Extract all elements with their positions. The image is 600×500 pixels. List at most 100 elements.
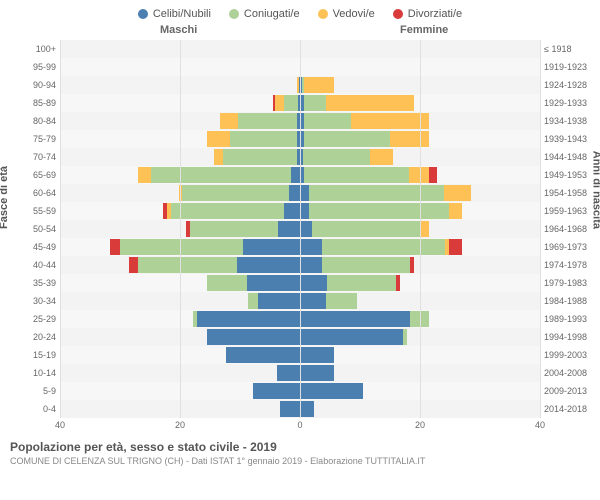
- bar-male: [129, 185, 300, 201]
- bar-male: [151, 275, 300, 291]
- age-label: 55-59: [18, 206, 56, 216]
- bar-segment: [237, 257, 300, 273]
- grid-line: [540, 40, 541, 418]
- bar-segment: [300, 383, 363, 399]
- chart-title: Popolazione per età, sesso e stato civil…: [10, 440, 590, 454]
- birth-label: 1944-1948: [544, 152, 596, 162]
- bar-female: [300, 365, 391, 381]
- birth-label: 1984-1988: [544, 296, 596, 306]
- bar-segment: [421, 221, 429, 237]
- bar-segment: [258, 293, 300, 309]
- bar-segment: [304, 77, 334, 93]
- bar-segment: [300, 365, 334, 381]
- bar-segment: [243, 239, 300, 255]
- bar-male: [231, 401, 300, 417]
- bar-male: [103, 167, 300, 183]
- bar-segment: [138, 167, 151, 183]
- bar-segment: [129, 257, 138, 273]
- birth-label: 1939-1943: [544, 134, 596, 144]
- header-male: Maschi: [160, 24, 197, 36]
- age-label: 60-64: [18, 188, 56, 198]
- bar-segment: [284, 95, 298, 111]
- bar-segment: [182, 185, 288, 201]
- birth-label: 1994-1998: [544, 332, 596, 342]
- bar-segment: [300, 293, 326, 309]
- bar-segment: [278, 221, 300, 237]
- bar-female: [300, 329, 460, 345]
- bar-segment: [309, 203, 449, 219]
- bar-segment: [449, 239, 462, 255]
- bar-female: [300, 149, 449, 165]
- bar-male: [167, 347, 300, 363]
- bar-segment: [403, 329, 407, 345]
- legend-label: Celibi/Nubili: [153, 8, 211, 20]
- bar-segment: [326, 95, 414, 111]
- bar-segment: [190, 221, 278, 237]
- bar-segment: [220, 113, 238, 129]
- birth-label: 2004-2008: [544, 368, 596, 378]
- bar-female: [300, 167, 481, 183]
- bar-segment: [300, 185, 309, 201]
- bar-segment: [280, 401, 300, 417]
- bar-female: [300, 221, 476, 237]
- age-label: 15-19: [18, 350, 56, 360]
- bar-segment: [300, 311, 410, 327]
- bar-segment: [304, 113, 351, 129]
- bar-female: [300, 257, 465, 273]
- age-label: 5-9: [18, 386, 56, 396]
- x-tick: 20: [175, 420, 185, 430]
- bar-segment: [207, 275, 247, 291]
- grid-line: [300, 40, 301, 418]
- age-label: 40-44: [18, 260, 56, 270]
- birth-label: 1959-1963: [544, 206, 596, 216]
- bar-female: [300, 77, 391, 93]
- bar-segment: [449, 203, 462, 219]
- bar-female: [300, 203, 497, 219]
- legend-item: Celibi/Nubili: [138, 8, 211, 20]
- header-female: Femmine: [400, 24, 448, 36]
- bar-female: [300, 113, 476, 129]
- legend: Celibi/Nubili Coniugati/e Vedovi/e Divorzia…: [0, 0, 600, 24]
- bar-segment: [396, 275, 399, 291]
- bar-male: [119, 203, 300, 219]
- bar-female: [300, 383, 423, 399]
- bar-segment: [197, 311, 300, 327]
- bar-male: [87, 239, 300, 255]
- chart-subtitle: COMUNE DI CELENZA SUL TRIGNO (CH) - Dati…: [10, 456, 590, 466]
- age-label: 90-94: [18, 80, 56, 90]
- bar-male: [161, 113, 300, 129]
- bar-segment: [444, 185, 471, 201]
- bar-segment: [351, 113, 429, 129]
- bar-segment: [300, 257, 322, 273]
- bar-female: [300, 239, 497, 255]
- bar-segment: [284, 203, 300, 219]
- birth-label: 1954-1958: [544, 188, 596, 198]
- bar-segment: [390, 131, 429, 147]
- x-tick: 0: [297, 420, 302, 430]
- bar-segment: [138, 257, 237, 273]
- bar-female: [300, 95, 465, 111]
- bar-segment: [304, 95, 326, 111]
- grid-line: [420, 40, 421, 418]
- bar-segment: [151, 167, 291, 183]
- birth-label: 1964-1968: [544, 224, 596, 234]
- x-tick: 40: [55, 420, 65, 430]
- birth-label: 1934-1938: [544, 116, 596, 126]
- bar-female: [300, 185, 503, 201]
- bar-male: [273, 77, 300, 93]
- bar-segment: [289, 185, 300, 201]
- bar-segment: [214, 149, 224, 165]
- age-label: 35-39: [18, 278, 56, 288]
- birth-label: 2014-2018: [544, 404, 596, 414]
- legend-item: Divorziati/e: [393, 8, 462, 20]
- bar-segment: [226, 347, 300, 363]
- bar-segment: [277, 365, 300, 381]
- legend-label: Vedovi/e: [333, 8, 375, 20]
- legend-label: Coniugati/e: [244, 8, 300, 20]
- bar-segment: [300, 329, 403, 345]
- bar-segment: [322, 257, 410, 273]
- legend-label: Divorziati/e: [408, 8, 462, 20]
- bar-segment: [207, 131, 230, 147]
- bar-segment: [322, 239, 445, 255]
- age-label: 0-4: [18, 404, 56, 414]
